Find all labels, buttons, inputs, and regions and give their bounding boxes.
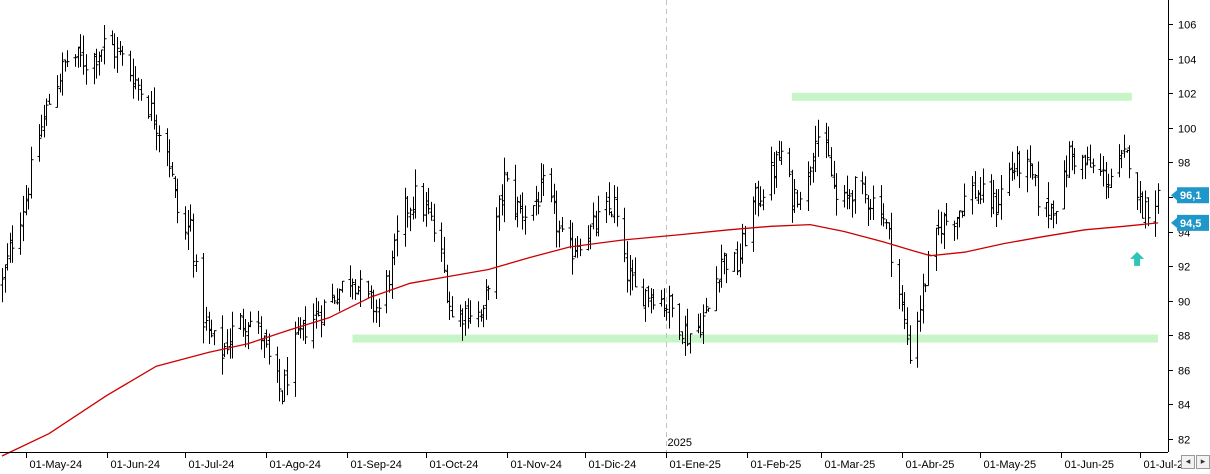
y-tick-label: 90 [1178,297,1190,309]
x-tick-label: 01-Abr-25 [906,459,955,471]
y-tick-label: 106 [1178,20,1196,32]
value-badges: 96,1 94,5 [1171,187,1209,231]
up-arrow-shape [1130,251,1145,266]
x-tick-label: 01-Dic-24 [589,459,637,471]
moving-average-badge-label: 94,5 [1180,218,1201,230]
x-tick-label: 01-Feb-25 [751,459,802,471]
x-tick-label: 01-Ago-24 [270,459,321,471]
support-band [352,334,1158,343]
x-tick-label: 01-Nov-24 [511,459,562,471]
resistance-band [791,92,1132,101]
y-tick-label: 88 [1178,331,1190,343]
y-tick-label: 86 [1178,366,1190,378]
y-axis: 828486889092949698100102104106 [1168,0,1196,452]
year-separator: 2025 [666,0,692,452]
moving-average-badge-box [1177,214,1209,231]
y-tick-label: 84 [1178,400,1190,412]
last-price-badge-box [1177,187,1209,204]
last-price-badge-pointer [1171,190,1177,201]
moving-average-line [1,222,1159,457]
x-tick-label: 01-Jun-24 [111,459,161,471]
x-tick-label: 01-Jul-2 [1144,459,1184,471]
x-axis: 01-May-24 01-Jun-24 01-Jul-24 01-Ago-24 01-S… [0,452,1183,471]
x-tick-label: 01-Mar-25 [825,459,876,471]
y-tick-label: 92 [1178,262,1190,274]
scroll-left-button[interactable]: ◂ [1181,455,1195,469]
x-tick-label: 01-May-25 [984,459,1037,471]
moving-average [1,222,1159,457]
x-tick-label: 01-Ene-25 [670,459,721,471]
price-bars [0,25,1161,405]
x-tick-label: 01-Jun-25 [1065,459,1115,471]
y-tick-label: 102 [1178,89,1196,101]
x-tick-label: 01-Sep-24 [351,459,402,471]
horizontal-bands [352,92,1158,343]
y-tick-label: 82 [1178,435,1190,447]
up-arrow-icon [1130,251,1145,266]
year-label: 2025 [668,437,692,449]
last-price-badge-label: 96,1 [1180,190,1201,202]
x-tick-label: 01-Jul-24 [189,459,235,471]
x-tick-label: 01-May-24 [30,459,83,471]
y-tick-label: 100 [1178,124,1196,136]
scroll-right-button[interactable]: ▸ [1196,455,1210,469]
y-tick-label: 104 [1178,55,1196,67]
moving-average-badge-pointer [1171,217,1177,228]
x-tick-label: 01-Oct-24 [430,459,479,471]
y-tick-label: 98 [1178,158,1190,170]
